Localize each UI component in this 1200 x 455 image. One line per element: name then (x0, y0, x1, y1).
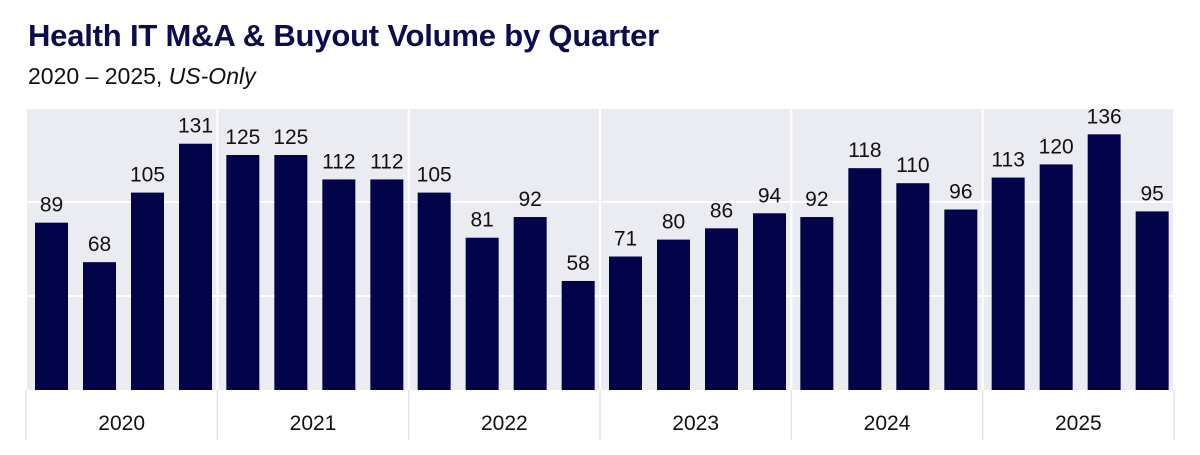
subtitle-scope: US-Only (168, 63, 256, 89)
x-tick-label-2021: 2021 (290, 412, 337, 435)
data-label: 105 (130, 164, 165, 187)
data-label: 68 (88, 233, 111, 256)
x-tick-label-2020: 2020 (98, 412, 145, 435)
bar-2024-q4 (944, 209, 978, 390)
data-label: 58 (566, 252, 589, 275)
data-label: 105 (417, 164, 452, 187)
bar-2021-q3 (322, 179, 356, 390)
chart-subtitle: 2020 – 2025, US-Only (28, 63, 256, 90)
data-label: 125 (273, 126, 308, 149)
x-tick-label-2022: 2022 (481, 412, 528, 435)
data-label: 92 (518, 188, 541, 211)
data-label: 96 (949, 181, 972, 204)
data-label: 113 (991, 149, 1024, 172)
data-label: 120 (1039, 135, 1074, 158)
bar-2025-q3 (1087, 134, 1121, 390)
bar-2022-q4 (561, 280, 595, 390)
data-label: 89 (40, 194, 63, 217)
data-label: 131 (178, 115, 213, 138)
bar-2020-q1 (35, 222, 68, 390)
bar-2024-q2 (848, 168, 882, 390)
x-tick-label-2025: 2025 (1055, 412, 1102, 435)
data-label: 125 (225, 126, 260, 149)
bar-2022-q3 (513, 217, 547, 390)
bar-2022-q1 (417, 192, 451, 390)
data-label: 71 (614, 228, 637, 251)
data-label: 110 (896, 154, 929, 177)
chart-title: Health IT M&A & Buyout Volume by Quarter (28, 18, 659, 53)
data-label: 81 (470, 209, 493, 232)
bar-2025-q1 (991, 177, 1025, 390)
bar-2021-q2 (274, 155, 308, 390)
bar-2021-q4 (370, 179, 404, 390)
bar-2023-q1 (609, 256, 642, 390)
data-label: 86 (710, 199, 733, 222)
bar-2023-q4 (753, 213, 786, 390)
data-label: 80 (662, 211, 685, 234)
x-tick-label-2024: 2024 (864, 412, 911, 435)
bar-2022-q2 (465, 237, 499, 390)
bar-2021-q1 (226, 155, 260, 390)
bar-2023-q2 (657, 239, 690, 390)
bar-2025-q2 (1039, 164, 1073, 390)
bar-2024-q1 (800, 217, 834, 390)
bar-2023-q3 (705, 228, 738, 390)
subtitle-range: 2020 – 2025, (28, 63, 169, 89)
data-label: 112 (322, 150, 355, 173)
bar-2020-q4 (179, 143, 212, 390)
data-label: 118 (848, 139, 881, 162)
bar-2025-q4 (1135, 211, 1169, 390)
bar-2020-q2 (83, 262, 116, 390)
data-label: 94 (758, 184, 782, 207)
data-label: 112 (370, 150, 403, 173)
data-label: 136 (1087, 105, 1122, 128)
data-label: 95 (1140, 182, 1163, 205)
data-label: 92 (805, 188, 828, 211)
bar-2020-q3 (131, 192, 164, 390)
x-tick-label-2023: 2023 (672, 412, 719, 435)
bar-2024-q3 (896, 183, 930, 390)
